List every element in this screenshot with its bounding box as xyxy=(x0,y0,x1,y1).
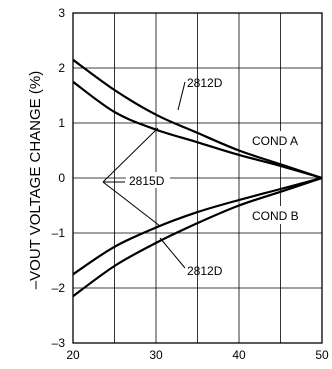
leader-2815d-upper xyxy=(102,127,159,183)
annotation-2815d: 2815D xyxy=(129,174,165,188)
y-tick-label: 1 xyxy=(58,116,65,130)
plot-frame xyxy=(72,12,323,344)
annotation-cond-a-bg xyxy=(249,131,319,149)
tick-labels: 20 30 40 50 3 2 1 0 –1 –2 –3 xyxy=(52,6,329,362)
annotation-cond-a: COND A xyxy=(252,134,298,148)
curves xyxy=(72,58,323,298)
series-line-2815d-cond-b xyxy=(72,176,323,276)
y-tick-label: 0 xyxy=(58,171,65,185)
annotations: 2812D 2815D 2812D COND A COND B xyxy=(102,76,319,278)
x-tick-label: 20 xyxy=(66,348,80,362)
x-tick-label: 50 xyxy=(315,348,329,362)
x-tick-label: 30 xyxy=(149,348,163,362)
y-axis-label: –VOUT VOLTAGE CHANGE (%) xyxy=(27,71,44,289)
series-line-2812d-cond-a xyxy=(72,58,323,180)
y-tick-label: 3 xyxy=(58,6,65,20)
annotation-2812d-top: 2812D xyxy=(187,76,223,90)
grid xyxy=(72,12,323,344)
series-line-2815d-cond-a xyxy=(72,80,323,180)
y-tick-label: –3 xyxy=(52,336,66,350)
leader-2812d-bottom xyxy=(159,237,186,269)
annotation-2812d-bottom: 2812D xyxy=(187,264,223,278)
annotation-cond-b-bg xyxy=(249,206,319,224)
x-tick-label: 40 xyxy=(232,348,246,362)
series-line-2812d-cond-b xyxy=(72,176,323,298)
leader-2815d-lower xyxy=(102,181,161,227)
annotation-2815d-bg xyxy=(126,172,170,188)
y-tick-label: –2 xyxy=(52,281,66,295)
y-tick-label: 2 xyxy=(58,61,65,75)
leader-2812d-top xyxy=(177,81,186,111)
y-tick-label: –1 xyxy=(52,226,66,240)
annotation-cond-b: COND B xyxy=(252,209,299,223)
